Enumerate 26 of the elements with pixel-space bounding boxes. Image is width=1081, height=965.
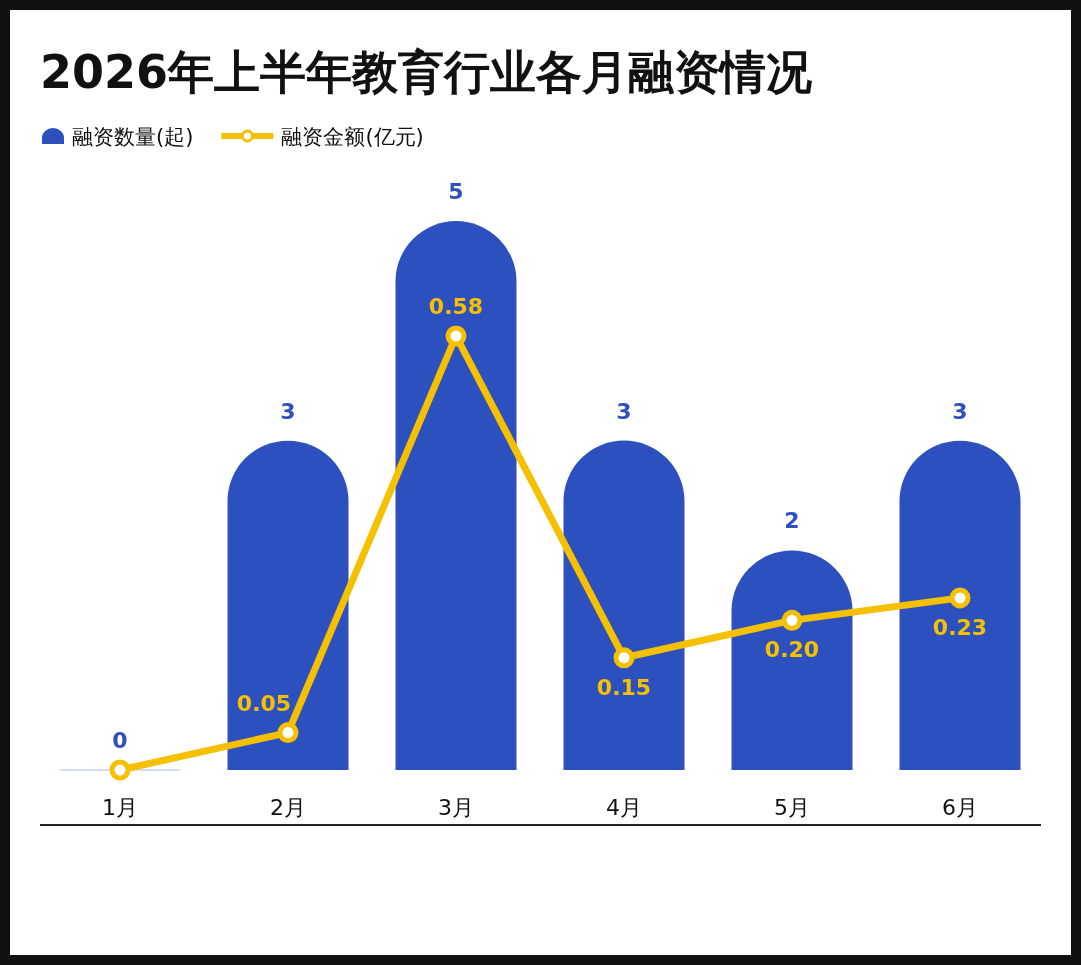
data-label: 0.23: [932, 614, 988, 640]
point: [445, 325, 467, 347]
data-label: 0.20: [764, 637, 820, 663]
x-tick-label: 1月: [102, 795, 138, 820]
data-label: 3: [280, 398, 296, 424]
point: [613, 647, 635, 669]
point: [949, 587, 971, 609]
data-label: 0.58: [428, 294, 484, 319]
data-label: 3: [616, 398, 632, 424]
x-tick-label: 6月: [942, 795, 978, 820]
data-label: 2: [784, 508, 800, 534]
x-tick-label: 5月: [774, 795, 810, 820]
data-label: 0: [112, 728, 128, 753]
data-label: 0.05: [236, 690, 292, 716]
x-tick-label: 2月: [270, 795, 306, 820]
data-label: 5: [448, 179, 464, 204]
x-tick-label: 4月: [606, 795, 642, 820]
point: [109, 759, 131, 781]
chart-title: 2026年上半年教育行业各月融资情况: [40, 45, 813, 99]
point: [781, 609, 803, 631]
x-tick-label: 3月: [438, 795, 474, 820]
legend-label: 融资数量(起): [72, 125, 194, 149]
data-label: 0.15: [596, 674, 652, 700]
data-label: 3: [952, 398, 968, 424]
legend-label: 融资金额(亿元): [281, 125, 424, 149]
point: [277, 722, 299, 744]
